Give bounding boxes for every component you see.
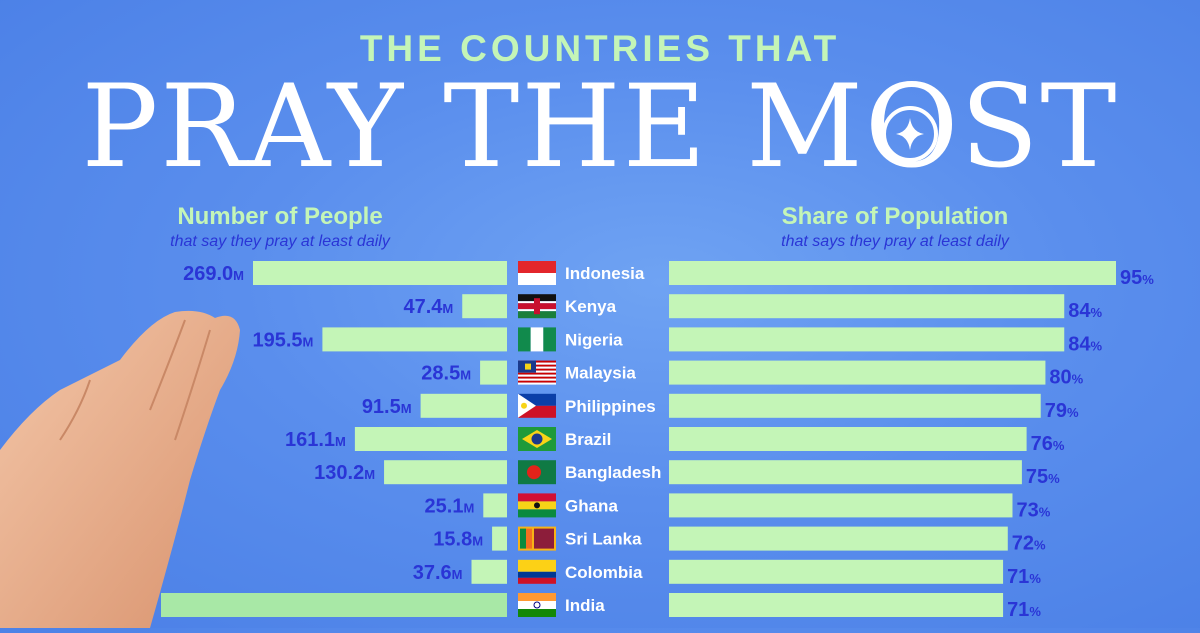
right-bar <box>669 294 1065 319</box>
left-value-label: 269.0M <box>183 263 244 285</box>
right-bar <box>669 427 1027 451</box>
kicker-title: THE COUNTRIES THAT <box>359 28 841 69</box>
left-value-label: 28.5M <box>421 363 471 385</box>
flag-nigeria-icon <box>518 327 556 352</box>
country-label: Kenya <box>565 297 617 316</box>
flag-sri-lanka-icon <box>518 526 556 551</box>
right-value-label: 95% <box>1120 267 1154 289</box>
right-chart-title: Share of Population <box>781 203 1009 230</box>
country-label: Colombia <box>565 563 643 582</box>
right-value-label: 75% <box>1026 466 1060 488</box>
right-bar <box>669 327 1065 352</box>
flag-india-icon <box>518 593 556 617</box>
headline-title: PRAY THE MOST <box>81 60 1119 193</box>
left-bar <box>253 261 507 285</box>
left-bar <box>492 526 507 551</box>
flag-philippines-icon <box>518 393 556 418</box>
left-bar <box>384 460 507 485</box>
left-chart-subtitle: that say they pray at least daily <box>170 233 390 250</box>
country-label: Sri Lanka <box>565 530 642 549</box>
country-label: Indonesia <box>565 264 645 283</box>
right-value-label: 73% <box>1016 499 1050 521</box>
left-bar <box>322 327 507 352</box>
flag-kenya-icon <box>518 294 556 319</box>
flag-brazil-icon <box>518 427 556 451</box>
left-value-label: 130.2M <box>314 462 375 484</box>
country-label: Philippines <box>565 397 656 416</box>
flag-colombia-icon <box>518 559 556 584</box>
right-bar <box>669 261 1116 285</box>
right-bar <box>669 493 1013 518</box>
flag-malaysia-icon <box>518 360 556 385</box>
right-value-label: 80% <box>1049 367 1083 389</box>
left-bar <box>420 393 507 418</box>
right-bar <box>669 460 1022 485</box>
right-chart-subtitle: that says they pray at least daily <box>781 233 1009 250</box>
country-label: Brazil <box>565 430 611 449</box>
flag-indonesia-icon <box>518 261 556 285</box>
left-bar <box>480 360 507 385</box>
country-label: Nigeria <box>565 330 623 349</box>
left-value-label: 37.6M <box>413 562 463 584</box>
right-value-label: 84% <box>1068 333 1102 355</box>
left-value-label: 15.8M <box>433 529 483 551</box>
left-bar <box>471 559 507 584</box>
right-value-label: 71% <box>1007 599 1041 621</box>
praying-hands-image <box>0 300 260 633</box>
right-bar <box>669 393 1041 418</box>
country-label: Bangladesh <box>565 463 661 482</box>
left-chart-title: Number of People <box>177 203 383 230</box>
flag-ghana-icon <box>518 493 556 518</box>
right-bar <box>669 559 1004 584</box>
right-value-label: 84% <box>1068 300 1102 322</box>
country-label: Malaysia <box>565 364 636 383</box>
left-value-label: 91.5M <box>362 396 412 418</box>
right-value-label: 71% <box>1007 566 1041 588</box>
right-value-label: 72% <box>1012 533 1046 555</box>
right-value-label: 76% <box>1031 433 1065 455</box>
left-value-label: 195.5M <box>252 329 313 351</box>
left-bar <box>354 427 507 451</box>
country-label: Ghana <box>565 496 618 515</box>
left-bar <box>483 493 507 518</box>
sparkle-icon <box>880 104 940 164</box>
right-bar <box>669 593 1004 617</box>
right-bar <box>669 360 1046 385</box>
left-bar <box>161 593 507 617</box>
left-bar <box>462 294 507 319</box>
right-value-label: 79% <box>1045 400 1079 422</box>
flag-bangladesh-icon <box>518 460 556 485</box>
right-bar <box>669 526 1008 551</box>
left-value-label: 47.4M <box>403 296 453 318</box>
left-value-label: 25.1M <box>425 495 475 517</box>
country-label: India <box>565 596 605 615</box>
left-value-label: 161.1M <box>285 429 346 451</box>
